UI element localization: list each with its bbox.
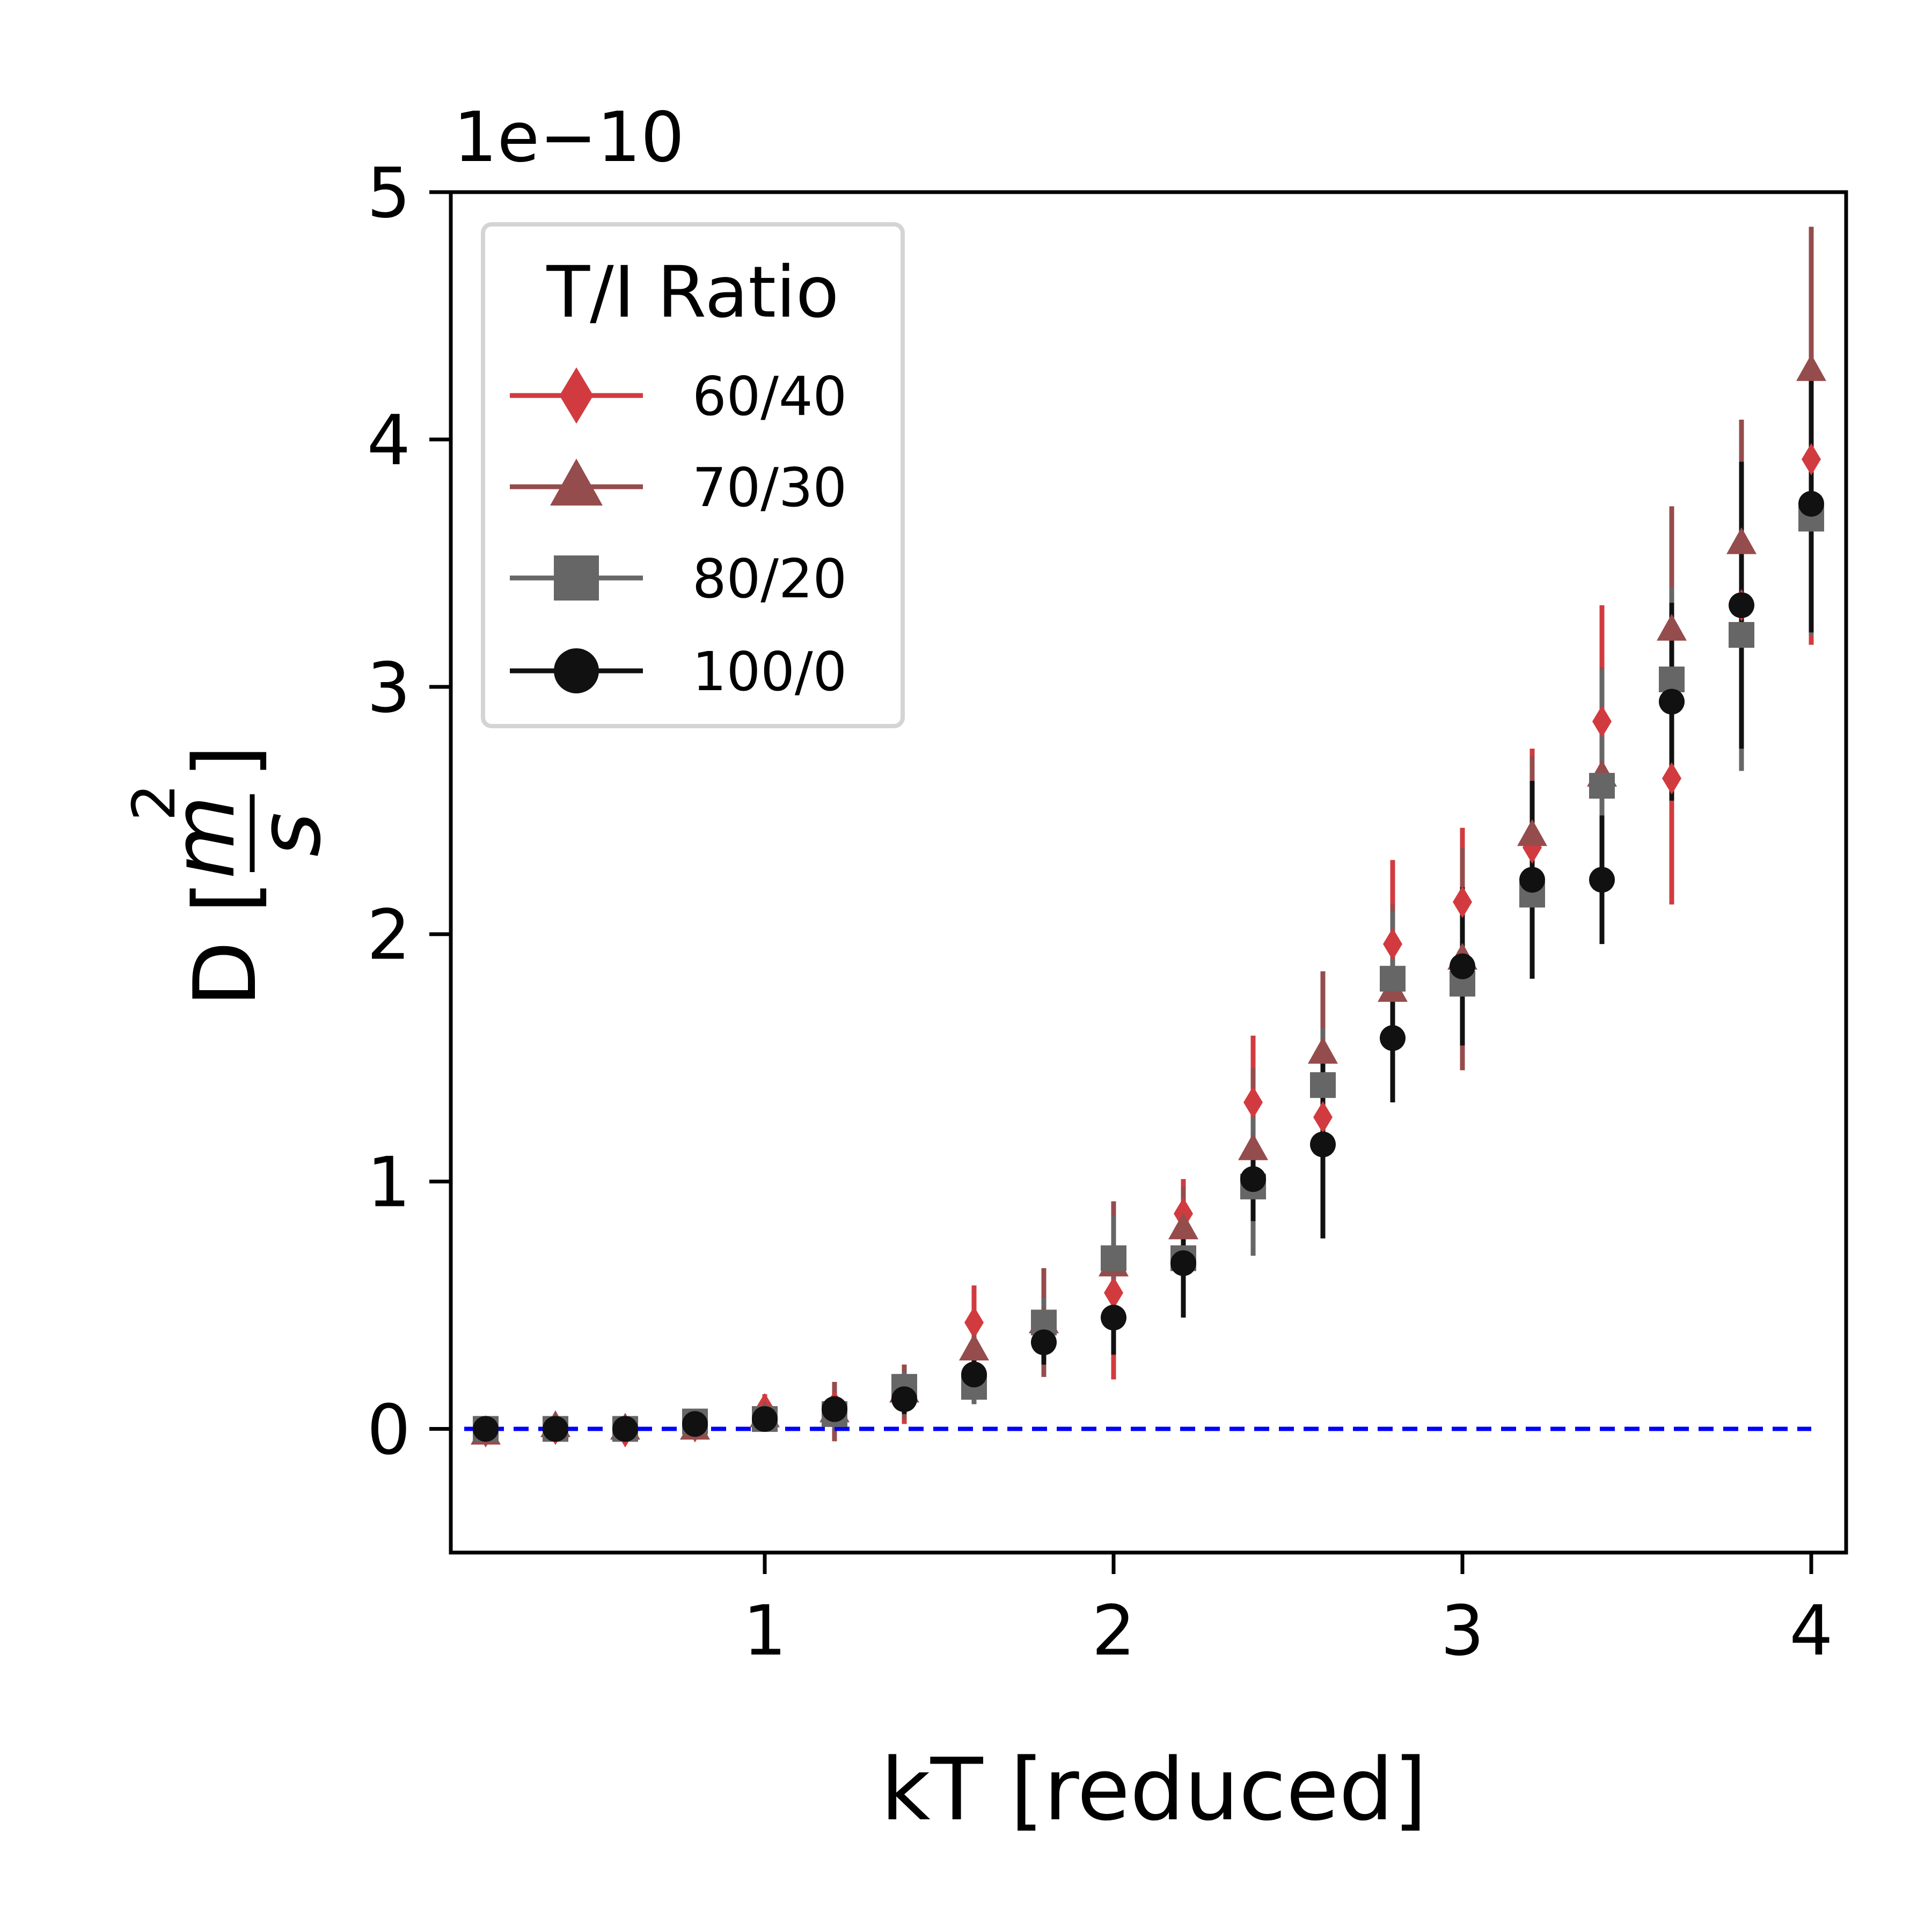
point-80-20 <box>1729 622 1754 648</box>
legend-marker-70-30 <box>550 458 603 506</box>
y-tick-label: 3 <box>367 648 411 728</box>
axes-frame <box>449 190 1848 1555</box>
y-tick-label: 4 <box>367 401 411 481</box>
point-70-30 <box>1238 1133 1268 1160</box>
point-60-40 <box>1592 705 1612 738</box>
legend-entries: 60/40 70/30 80/20 100/0 <box>510 365 847 703</box>
point-100-0 <box>1589 867 1615 893</box>
point-70-30 <box>1726 527 1757 554</box>
point-60-40 <box>1313 1101 1333 1133</box>
y-tick-label: 2 <box>367 896 411 976</box>
legend-label-80-20: 80/20 <box>692 547 847 610</box>
legend-marker-80-20 <box>554 555 599 601</box>
point-100-0 <box>961 1362 987 1388</box>
point-80-20 <box>1380 965 1406 992</box>
y-tick-label: 5 <box>367 153 411 233</box>
point-60-40 <box>1383 928 1402 961</box>
y-axis-title-suffix: ] <box>175 745 275 778</box>
point-100-0 <box>1101 1305 1126 1331</box>
legend: T/I Ratio 60/40 70/30 80/20 100/0 <box>481 222 905 728</box>
point-100-0 <box>1450 953 1475 979</box>
point-100-0 <box>682 1411 708 1437</box>
x-tick-label: 3 <box>1440 1591 1484 1671</box>
y-axis-ticks: 0 1 2 3 4 5 <box>367 153 451 1470</box>
point-100-0 <box>1659 689 1685 715</box>
point-80-20 <box>1589 773 1615 799</box>
x-axis-ticks: 1 2 3 4 <box>743 1553 1833 1671</box>
y-offset-label: 1e−10 <box>453 98 684 178</box>
point-80-20 <box>1310 1072 1336 1098</box>
point-70-30 <box>1657 613 1687 641</box>
point-60-40 <box>964 1306 984 1339</box>
x-tick-label: 1 <box>743 1591 786 1671</box>
x-tick-label: 2 <box>1092 1591 1135 1671</box>
legend-marker-60-40 <box>559 367 594 424</box>
point-100-0 <box>1310 1131 1336 1158</box>
point-70-30 <box>1517 819 1547 846</box>
y-axis-title-denominator: s <box>239 812 340 857</box>
legend-marker-100-0 <box>554 648 599 693</box>
point-100-0 <box>1031 1329 1057 1356</box>
legend-label-100-0: 100/0 <box>692 640 847 703</box>
point-70-30 <box>959 1334 989 1361</box>
point-70-30 <box>1308 1036 1338 1064</box>
point-100-0 <box>1380 1025 1406 1051</box>
y-tick-label: 1 <box>367 1143 411 1223</box>
point-100-0 <box>473 1416 499 1442</box>
y-axis-title-exponent: 2 <box>120 784 188 821</box>
y-axis-title-prefix: D [ <box>175 880 275 1007</box>
legend-frame <box>481 222 905 728</box>
point-60-40 <box>1662 762 1681 795</box>
legend-label-70-30: 70/30 <box>692 456 847 519</box>
legend-title: T/I Ratio <box>546 251 839 334</box>
x-axis-title: kT [reduced] <box>881 1739 1427 1840</box>
point-70-30 <box>1796 354 1826 381</box>
point-100-0 <box>822 1396 847 1422</box>
markers <box>471 354 1826 1448</box>
y-axis-title-numerator: m <box>153 795 254 879</box>
y-tick-label: 0 <box>367 1391 411 1470</box>
point-100-0 <box>1519 867 1545 893</box>
point-60-40 <box>1104 1277 1123 1309</box>
point-60-40 <box>1453 885 1472 918</box>
legend-label-60-40: 60/40 <box>692 365 847 428</box>
point-100-0 <box>612 1416 638 1442</box>
point-100-0 <box>1240 1166 1266 1192</box>
point-80-20 <box>1101 1245 1126 1271</box>
point-100-0 <box>543 1416 568 1442</box>
point-100-0 <box>1798 491 1824 517</box>
point-60-40 <box>1243 1086 1263 1119</box>
point-70-30 <box>1168 1212 1198 1240</box>
point-80-20 <box>1659 666 1685 692</box>
y-axis-title: D [ m 2 s ] <box>120 745 340 1007</box>
point-100-0 <box>1729 592 1754 618</box>
plot-area <box>464 226 1826 1448</box>
x-tick-label: 4 <box>1789 1591 1833 1671</box>
point-100-0 <box>891 1386 917 1413</box>
point-60-40 <box>1802 443 1821 475</box>
point-100-0 <box>1170 1250 1196 1276</box>
point-100-0 <box>752 1406 778 1432</box>
